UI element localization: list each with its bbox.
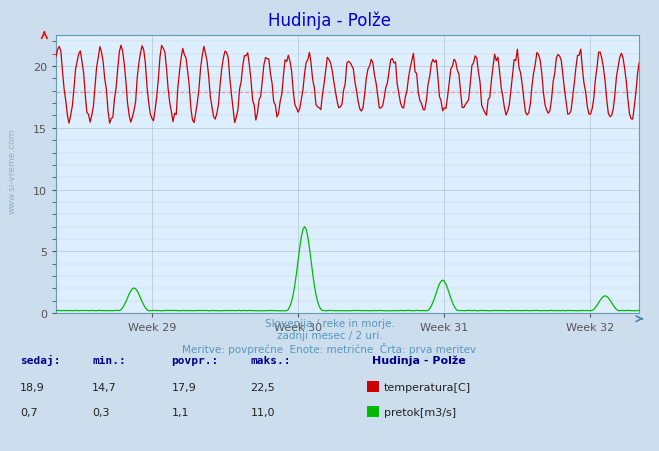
Text: 22,5: 22,5 — [250, 382, 275, 392]
Text: maks.:: maks.: — [250, 355, 291, 365]
Text: sedaj:: sedaj: — [20, 354, 60, 365]
Text: Hudinja - Polže: Hudinja - Polže — [268, 11, 391, 30]
Text: zadnji mesec / 2 uri.: zadnji mesec / 2 uri. — [277, 330, 382, 340]
Text: Slovenija / reke in morje.: Slovenija / reke in morje. — [264, 318, 395, 328]
Text: povpr.:: povpr.: — [171, 355, 219, 365]
Text: 0,3: 0,3 — [92, 407, 110, 417]
Text: 11,0: 11,0 — [250, 407, 275, 417]
Text: min.:: min.: — [92, 355, 126, 365]
Text: temperatura[C]: temperatura[C] — [384, 382, 471, 392]
Text: Meritve: povprečne  Enote: metrične  Črta: prva meritev: Meritve: povprečne Enote: metrične Črta:… — [183, 342, 476, 354]
Text: 14,7: 14,7 — [92, 382, 117, 392]
Text: 0,7: 0,7 — [20, 407, 38, 417]
Text: 18,9: 18,9 — [20, 382, 45, 392]
Text: www.si-vreme.com: www.si-vreme.com — [8, 129, 17, 214]
Text: Hudinja - Polže: Hudinja - Polže — [372, 354, 466, 365]
Text: pretok[m3/s]: pretok[m3/s] — [384, 407, 455, 417]
Text: 17,9: 17,9 — [171, 382, 196, 392]
Text: 1,1: 1,1 — [171, 407, 189, 417]
